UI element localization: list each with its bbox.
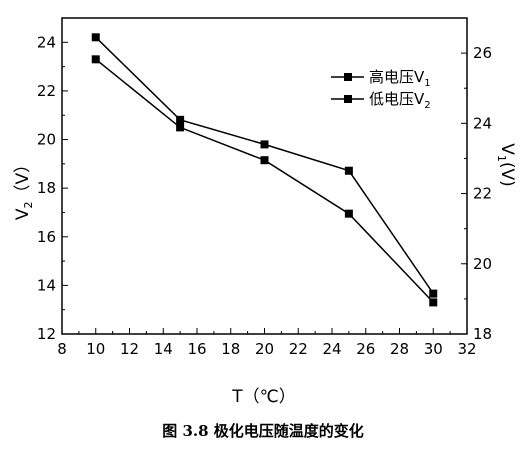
y-right-title-unit: (V) bbox=[497, 162, 517, 187]
y-right-axis-ticks: 18 20 22 24 26 bbox=[461, 17, 492, 343]
series-1-point bbox=[260, 156, 269, 165]
x-tick-label: 20 bbox=[255, 340, 274, 358]
y-right-title-sub: 1 bbox=[495, 155, 508, 162]
legend-label-0: 高电压V1 bbox=[369, 68, 431, 89]
x-tick-label: 24 bbox=[322, 340, 341, 358]
x-tick-label: 18 bbox=[221, 340, 240, 358]
series-0-point bbox=[429, 289, 438, 298]
y-right-axis-title: V1(V) bbox=[495, 143, 517, 187]
figure-caption: 图 3.8 极化电压随温度的变化 bbox=[162, 422, 364, 440]
y-right-tick-label: 18 bbox=[473, 325, 492, 343]
y-left-tick-label: 22 bbox=[37, 82, 56, 100]
y-right-tick-label: 22 bbox=[473, 185, 492, 203]
y-left-title-unit: （V） bbox=[13, 156, 33, 202]
series-0-point bbox=[91, 33, 100, 42]
y-left-axis-ticks: 12 14 16 18 20 22 24 bbox=[37, 17, 68, 343]
y-left-tick-label: 20 bbox=[37, 131, 56, 149]
legend-label-1-main: 低电压V bbox=[369, 90, 425, 108]
x-axis-title: T（℃） bbox=[231, 387, 295, 407]
y-left-tick-label: 18 bbox=[37, 179, 56, 197]
y-right-tick-label: 26 bbox=[473, 44, 492, 62]
x-tick-label: 32 bbox=[457, 340, 476, 358]
y-left-title-main: V bbox=[13, 208, 33, 220]
series-1-point bbox=[429, 298, 438, 307]
y-left-tick-label: 16 bbox=[37, 228, 56, 246]
series-1-point bbox=[176, 123, 185, 132]
series-1-point bbox=[91, 55, 100, 64]
series-0-point bbox=[344, 166, 353, 175]
series-1-point bbox=[344, 209, 353, 218]
legend-marker-0 bbox=[344, 73, 352, 81]
x-tick-label: 14 bbox=[154, 340, 173, 358]
y-right-tick-label: 24 bbox=[473, 114, 492, 132]
legend-label-0-main: 高电压V bbox=[369, 68, 425, 86]
x-axis-ticks: 8 10 12 14 16 18 20 22 24 26 28 30 32 bbox=[57, 328, 477, 358]
legend-label-0-sub: 1 bbox=[424, 78, 430, 89]
x-tick-label: 10 bbox=[86, 340, 105, 358]
x-tick-label: 16 bbox=[187, 340, 206, 358]
legend: 高电压V1 低电压V2 bbox=[331, 68, 431, 111]
x-tick-label: 8 bbox=[57, 340, 67, 358]
y-left-axis-title: V2（V） bbox=[13, 156, 35, 220]
y-left-tick-label: 24 bbox=[37, 33, 56, 51]
x-tick-label: 30 bbox=[424, 340, 443, 358]
plot-frame bbox=[61, 17, 468, 335]
y-left-tick-label: 12 bbox=[37, 325, 56, 343]
y-left-tick-label: 14 bbox=[37, 276, 56, 294]
series-0-point bbox=[176, 115, 185, 124]
plot-border bbox=[61, 17, 468, 335]
series-0-point bbox=[260, 140, 269, 149]
legend-marker-1 bbox=[344, 95, 352, 103]
x-tick-label: 26 bbox=[356, 340, 375, 358]
series-layer bbox=[91, 33, 438, 307]
legend-label-1-sub: 2 bbox=[424, 100, 430, 111]
x-tick-label: 12 bbox=[120, 340, 139, 358]
y-right-title-main: V bbox=[497, 143, 517, 155]
x-tick-label: 22 bbox=[289, 340, 308, 358]
x-tick-label: 28 bbox=[390, 340, 409, 358]
y-right-tick-label: 20 bbox=[473, 255, 492, 273]
y-left-title-sub: 2 bbox=[22, 202, 35, 209]
legend-label-1: 低电压V2 bbox=[369, 90, 431, 111]
